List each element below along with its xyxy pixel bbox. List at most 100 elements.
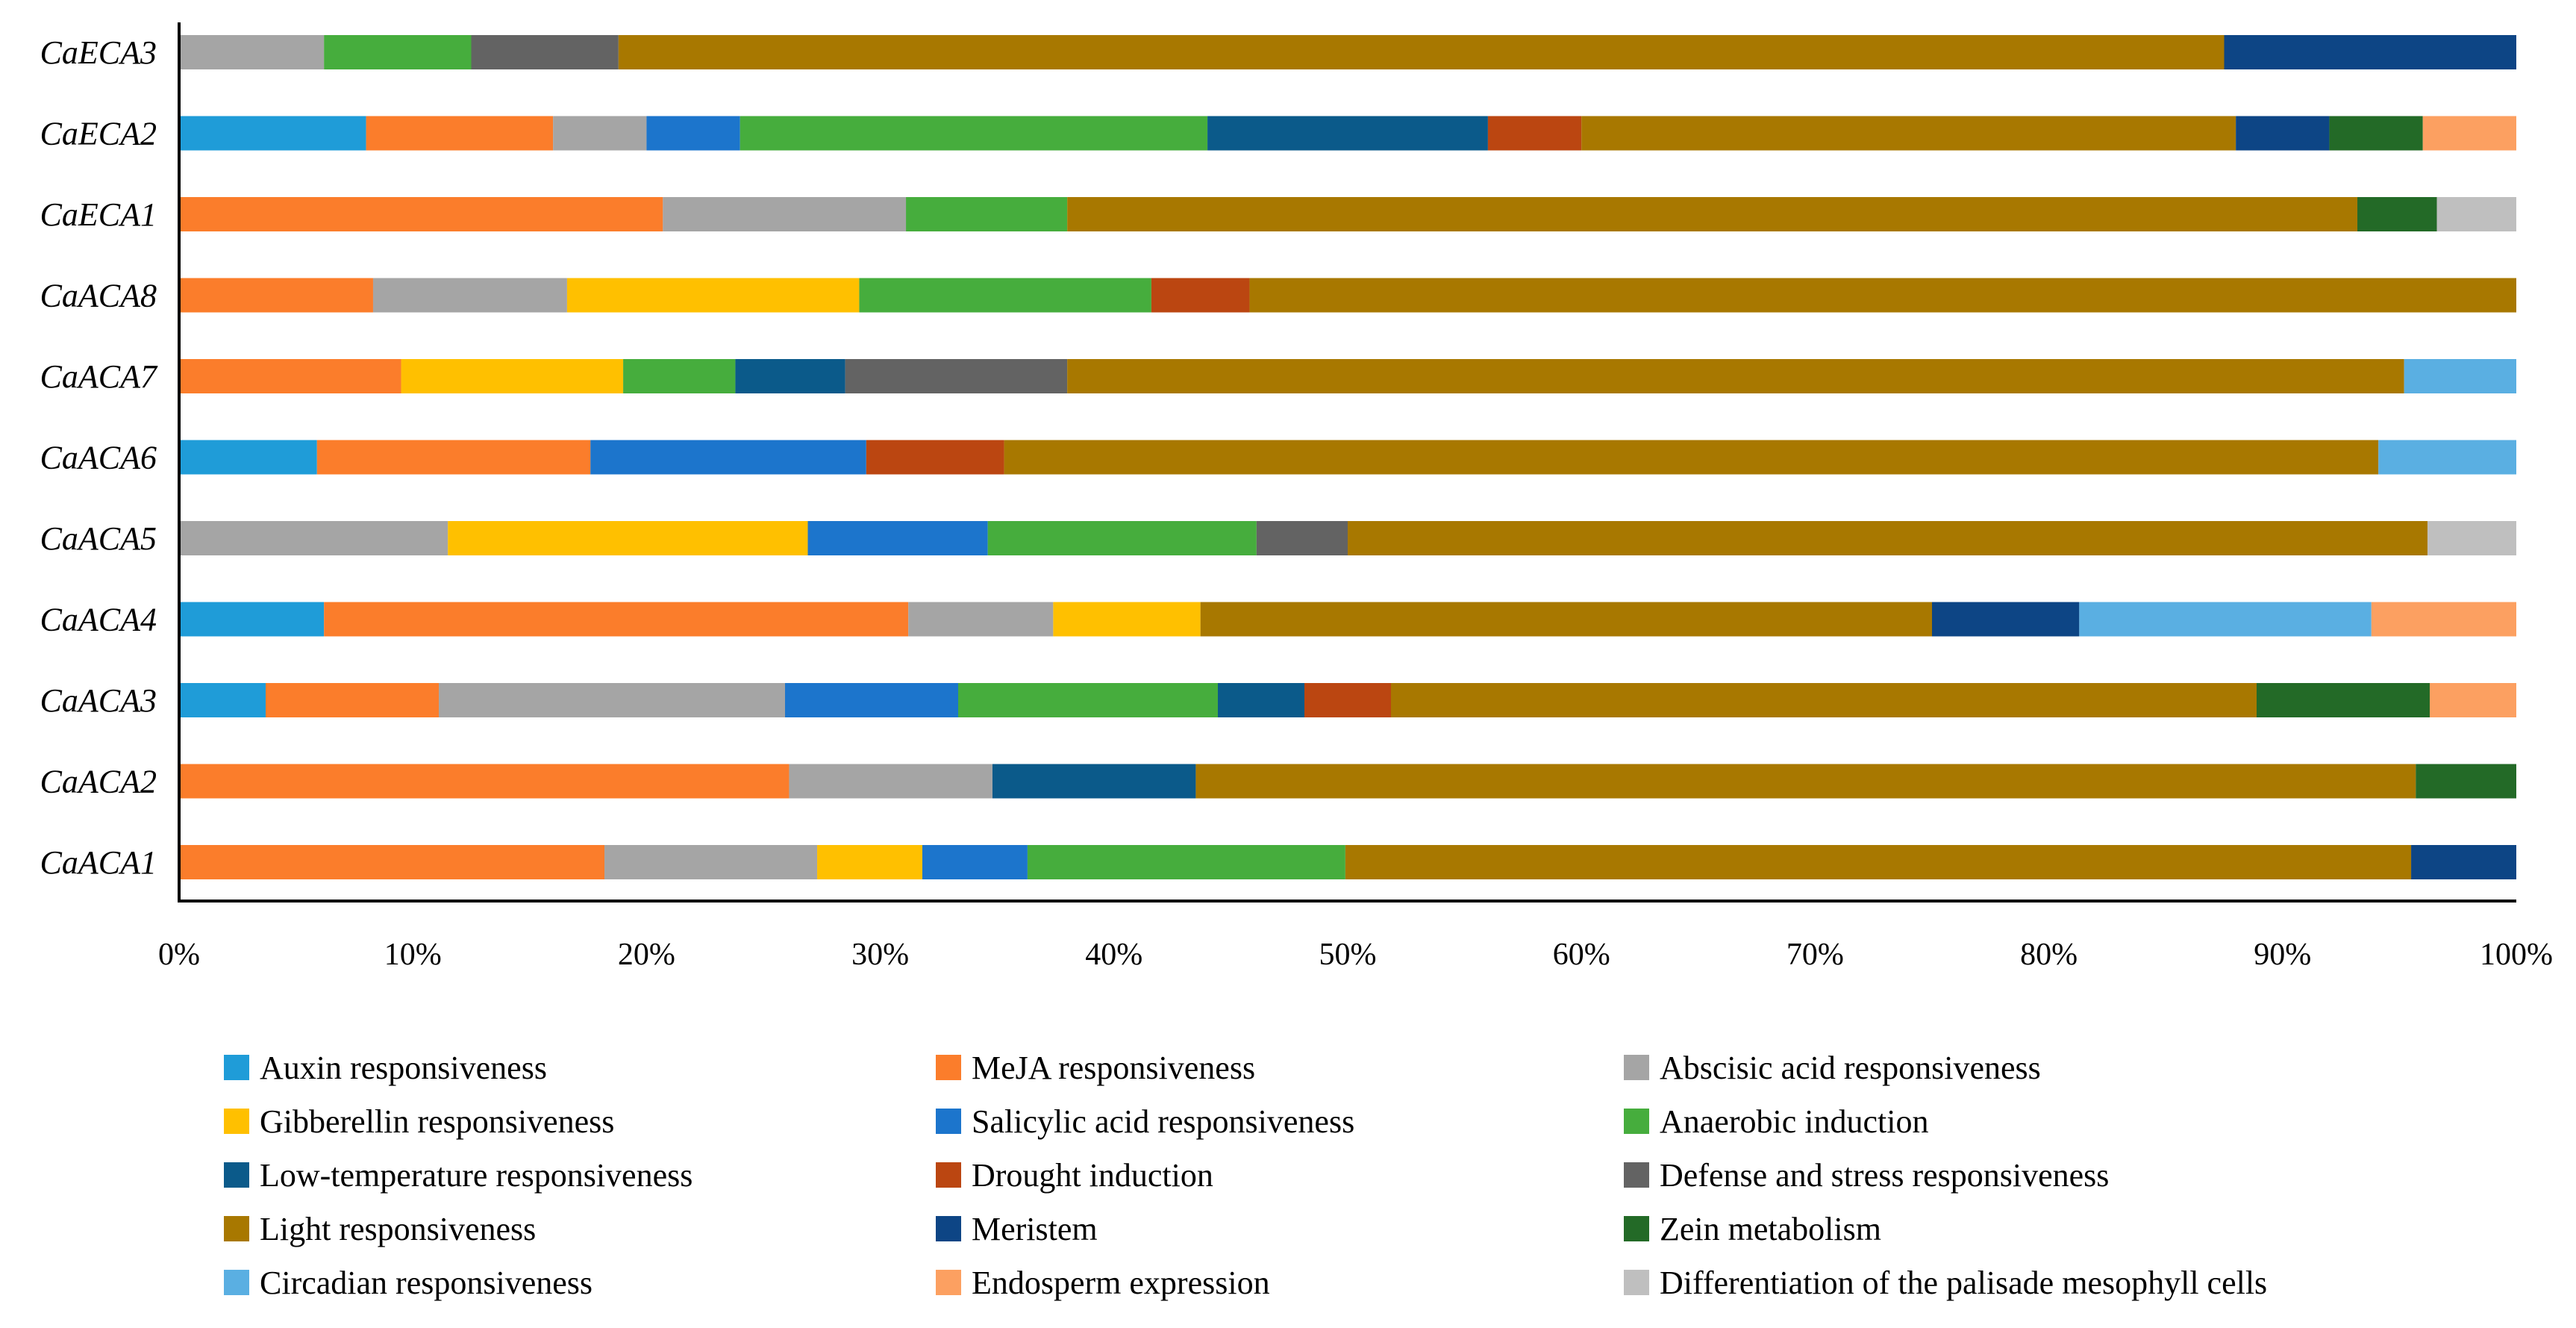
legend-swatch-drought-induction	[936, 1162, 961, 1188]
bar-segment-caeca3-meristem	[2224, 35, 2516, 69]
bar-segment-caaca8-light-responsiveness	[1249, 278, 2516, 313]
bar-segment-caeca2-low-temperature-responsiveness	[1207, 116, 1488, 151]
legend-label-gibberellin-responsiveness: Gibberellin responsiveness	[260, 1103, 614, 1140]
bar-segment-caaca3-salicylic-acid-responsiveness	[785, 683, 958, 717]
bar-segment-caaca3-light-responsiveness	[1391, 683, 2257, 717]
bar-segment-caaca4-meja-responsiveness	[324, 602, 909, 637]
legend-label-salicylic-acid-responsiveness: Salicylic acid responsiveness	[972, 1103, 1354, 1140]
bar-segment-caaca8-meja-responsiveness	[179, 278, 373, 313]
bars-layer	[179, 35, 2516, 879]
legend-label-auxin-responsiveness: Auxin responsiveness	[260, 1050, 547, 1086]
legend-label-endosperm-expression: Endosperm expression	[972, 1265, 1270, 1301]
bar-segment-caaca8-drought-induction	[1151, 278, 1250, 313]
bar-segment-caaca5-light-responsiveness	[1348, 521, 2427, 555]
bar-segment-caaca1-light-responsiveness	[1345, 845, 2412, 879]
legend-label-defense-and-stress-responsiveness: Defense and stress responsiveness	[1660, 1157, 2109, 1194]
bar-segment-caaca6-salicylic-acid-responsiveness	[590, 440, 866, 475]
bar-segment-caaca8-abscisic-acid-responsiveness	[372, 278, 567, 313]
legend-swatch-salicylic-acid-responsiveness	[936, 1109, 961, 1134]
legend-swatch-auxin-responsiveness	[224, 1055, 249, 1080]
legend-label-low-temperature-responsiveness: Low-temperature responsiveness	[260, 1157, 693, 1194]
legend-swatch-abscisic-acid-responsiveness	[1624, 1055, 1649, 1080]
bar-segment-caaca7-low-temperature-responsiveness	[735, 359, 845, 393]
bar-segment-caaca3-auxin-responsiveness	[179, 683, 266, 717]
category-label-caeca1: CaECA1	[40, 196, 157, 233]
bar-segment-caeca1-zein-metabolism	[2357, 197, 2437, 231]
bar-segment-caaca6-light-responsiveness	[1004, 440, 2379, 475]
bar-segment-caaca3-abscisic-acid-responsiveness	[439, 683, 785, 717]
bar-segment-caaca4-meristem	[1932, 602, 2080, 637]
category-label-caeca3: CaECA3	[40, 34, 157, 71]
legend-label-differentiation-of-the-palisade-mesophyll-cells: Differentiation of the palisade mesophyl…	[1660, 1265, 2267, 1301]
category-label-caaca6: CaACA6	[40, 440, 157, 476]
bar-segment-caaca4-endosperm-expression	[2371, 602, 2516, 637]
bar-segment-caaca1-salicylic-acid-responsiveness	[922, 845, 1028, 879]
x-tick-label-8: 80%	[2020, 938, 2078, 972]
x-tick-label-0: 0%	[158, 938, 200, 972]
legend-swatch-gibberellin-responsiveness	[224, 1109, 249, 1134]
bar-segment-caaca5-differentiation-of-the-palisade-mesophyll-cells	[2427, 521, 2516, 555]
bar-segment-caaca5-anaerobic-induction	[987, 521, 1257, 555]
bar-segment-caaca3-meja-responsiveness	[266, 683, 439, 717]
bar-segment-caeca1-anaerobic-induction	[906, 197, 1068, 231]
category-label-caaca3: CaACA3	[40, 682, 157, 719]
bar-segment-caaca7-circadian-responsiveness	[2404, 359, 2516, 393]
bar-segment-caeca2-light-responsiveness	[1581, 116, 2236, 151]
bar-segment-caaca3-drought-induction	[1304, 683, 1391, 717]
legend-label-abscisic-acid-responsiveness: Abscisic acid responsiveness	[1660, 1050, 2041, 1086]
bar-segment-caaca1-anaerobic-induction	[1027, 845, 1345, 879]
bar-segment-caaca5-abscisic-acid-responsiveness	[179, 521, 448, 555]
category-label-caeca2: CaECA2	[40, 116, 157, 152]
legend-swatch-endosperm-expression	[936, 1270, 961, 1295]
bar-segment-caaca3-endosperm-expression	[2430, 683, 2516, 717]
bar-segment-caeca2-abscisic-acid-responsiveness	[553, 116, 647, 151]
bar-segment-caeca1-differentiation-of-the-palisade-mesophyll-cells	[2436, 197, 2516, 231]
legend-swatch-defense-and-stress-responsiveness	[1624, 1162, 1649, 1188]
bar-segment-caaca7-meja-responsiveness	[179, 359, 401, 393]
legend-label-drought-induction: Drought induction	[972, 1157, 1213, 1194]
legend-swatch-meristem	[936, 1216, 961, 1241]
bar-segment-caeca2-drought-induction	[1487, 116, 1582, 151]
bar-segment-caaca4-circadian-responsiveness	[2079, 602, 2372, 637]
x-tick-label-2: 20%	[618, 938, 675, 972]
bar-segment-caaca7-anaerobic-induction	[623, 359, 736, 393]
bar-segment-caeca3-abscisic-acid-responsiveness	[179, 35, 325, 69]
category-label-caaca4: CaACA4	[40, 602, 157, 638]
bar-segment-caaca5-defense-and-stress-responsiveness	[1256, 521, 1348, 555]
axis-layer	[178, 22, 2516, 903]
bar-segment-caaca1-gibberellin-responsiveness	[817, 845, 922, 879]
x-tick-label-6: 60%	[1553, 938, 1610, 972]
bar-segment-caaca1-abscisic-acid-responsiveness	[604, 845, 818, 879]
bar-segment-caeca2-anaerobic-induction	[740, 116, 1208, 151]
bar-segment-caaca7-light-responsiveness	[1067, 359, 2404, 393]
bar-segment-caeca2-zein-metabolism	[2329, 116, 2423, 151]
bar-segment-caaca8-gibberellin-responsiveness	[566, 278, 860, 313]
legend: Auxin responsiveness MeJA responsiveness A…	[224, 1050, 2267, 1301]
legend-swatch-light-responsiveness	[224, 1216, 249, 1241]
x-tick-label-9: 90%	[2254, 938, 2311, 972]
x-tick-label-1: 10%	[384, 938, 442, 972]
bar-segment-caeca2-meja-responsiveness	[366, 116, 554, 151]
bar-segment-caeca1-light-responsiveness	[1067, 197, 2358, 231]
x-tick-label-4: 40%	[1085, 938, 1142, 972]
x-tick-label-10: 100%	[2480, 938, 2553, 972]
bar-segment-caaca2-zein-metabolism	[2416, 764, 2516, 799]
legend-swatch-anaerobic-induction	[1624, 1109, 1649, 1134]
bar-segment-caaca5-salicylic-acid-responsiveness	[807, 521, 988, 555]
bar-segment-caaca4-gibberellin-responsiveness	[1053, 602, 1201, 637]
bar-segment-caaca3-low-temperature-responsiveness	[1218, 683, 1304, 717]
bar-segment-caeca1-meja-responsiveness	[179, 197, 663, 231]
legend-label-meristem: Meristem	[972, 1211, 1098, 1247]
legend-label-zein-metabolism: Zein metabolism	[1660, 1211, 1881, 1247]
bar-segment-caaca3-zein-metabolism	[2257, 683, 2430, 717]
bar-segment-caaca4-abscisic-acid-responsiveness	[908, 602, 1054, 637]
bar-segment-caaca2-light-responsiveness	[1195, 764, 2416, 799]
legend-swatch-circadian-responsiveness	[224, 1270, 249, 1295]
legend-label-circadian-responsiveness: Circadian responsiveness	[260, 1265, 593, 1301]
category-label-caaca7: CaACA7	[40, 358, 158, 395]
bar-segment-caaca5-gibberellin-responsiveness	[448, 521, 808, 555]
bar-segment-caeca3-anaerobic-induction	[324, 35, 472, 69]
bar-segment-caeca3-defense-and-stress-responsiveness	[471, 35, 619, 69]
